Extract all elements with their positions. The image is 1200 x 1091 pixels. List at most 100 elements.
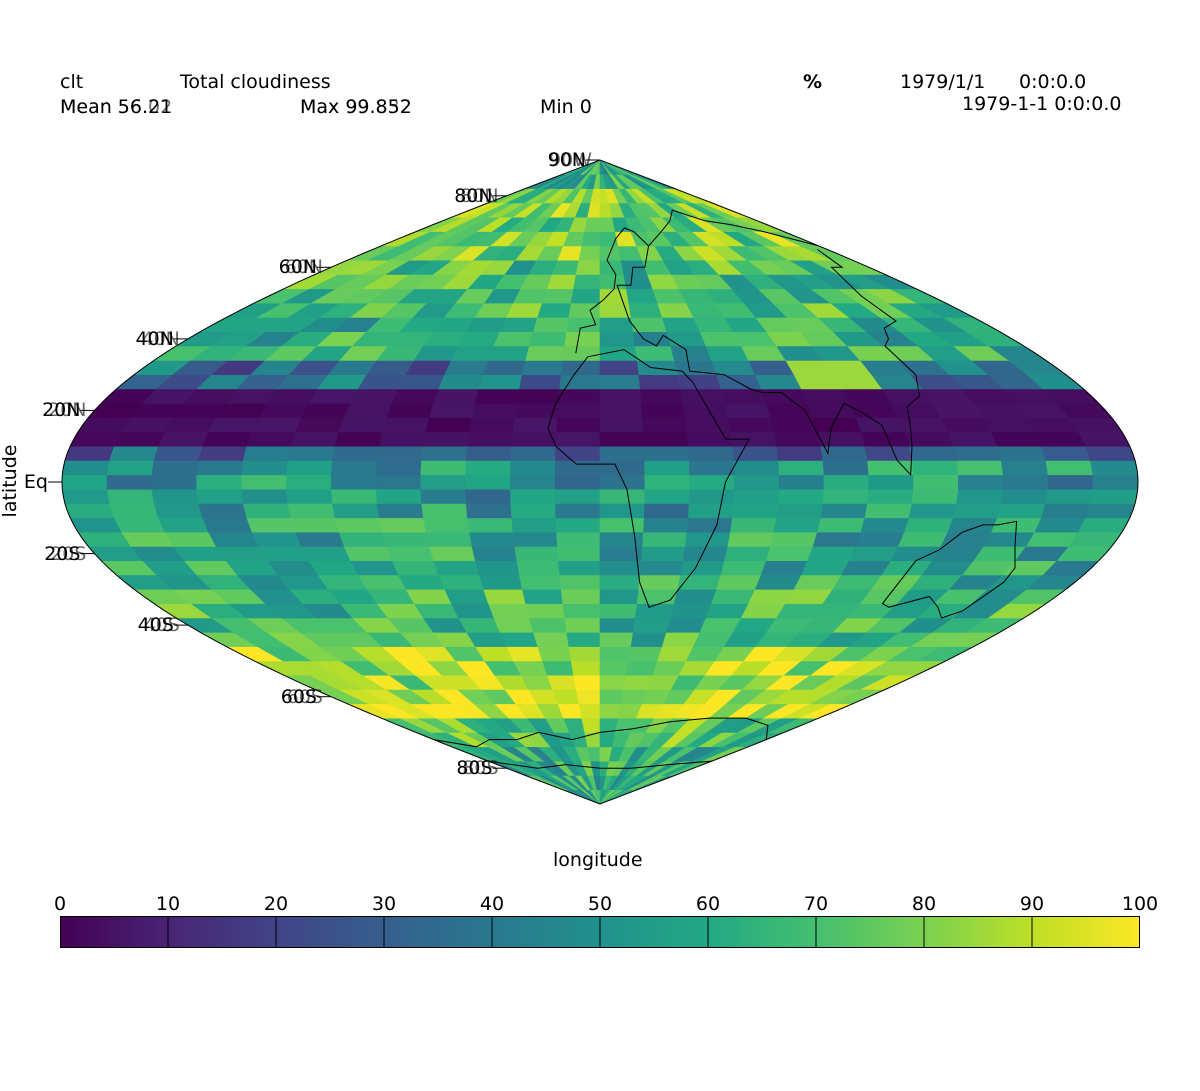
cloud-cell [295, 417, 345, 433]
cloud-cell [246, 517, 296, 533]
cloud-cell [599, 445, 645, 461]
cloud-cell [378, 517, 427, 533]
cloud-cell [286, 474, 332, 490]
cloud-cell [908, 503, 958, 519]
cloud-cell [641, 402, 686, 418]
cloud-cell [519, 574, 562, 590]
cloud-cell [680, 388, 726, 404]
cloud-cell [952, 445, 1002, 461]
cloud-cell [158, 517, 209, 533]
cloud-cell [555, 503, 601, 519]
cloud-cell [251, 531, 302, 547]
cloud-cell [997, 445, 1047, 461]
cloud-cell [196, 488, 244, 504]
cloud-cell [724, 546, 772, 562]
cloud-cell [556, 417, 601, 433]
cloud-cell [554, 488, 601, 504]
cloud-cell [465, 503, 513, 519]
cloud-cell [632, 617, 672, 633]
cloud-cell [478, 374, 523, 390]
cloud-cell [599, 517, 645, 533]
cloud-cell [251, 417, 302, 433]
cloud-cell [499, 317, 539, 333]
cloud-cell [666, 617, 707, 633]
cloud-cell [290, 517, 340, 533]
cloud-cell [555, 517, 601, 533]
cloud-cell [1068, 417, 1123, 433]
cloud-cell [386, 402, 435, 418]
cloud-cell [670, 603, 712, 619]
cloud-cell [516, 388, 561, 404]
cloud-cell [599, 588, 640, 604]
cloud-cell [158, 431, 209, 447]
cloud-cell [338, 531, 388, 547]
cloud-cell [246, 431, 296, 447]
cloud-cell [241, 488, 289, 504]
colorbar-tick-label: 100 [1121, 893, 1159, 915]
cloud-cell [1090, 460, 1138, 476]
cloud-cell [727, 531, 775, 547]
cloud-cell [686, 517, 733, 533]
cloud-cell [638, 374, 681, 390]
latitude-label: 60N [278, 256, 317, 279]
cloud-cell [684, 417, 731, 433]
cloud-cell [940, 417, 993, 433]
units-label: % [803, 71, 823, 93]
cloud-cell [438, 574, 484, 590]
cloud-cell [554, 474, 601, 490]
cloud-cell [525, 345, 566, 361]
mean-label-overlay: Mean 56.02 [60, 96, 173, 118]
cloud-cell [528, 331, 568, 347]
cloud-cell [537, 646, 572, 662]
cloud-cell [558, 560, 601, 576]
cloud-cell [754, 374, 802, 390]
cloud-cell [628, 646, 663, 662]
cloud-cell [687, 503, 735, 519]
cloud-cell [823, 474, 870, 490]
cloud-cell [727, 417, 775, 433]
cloud-cell [1078, 431, 1131, 447]
cloud-cell [820, 503, 868, 519]
variable-long-name: Total cloudiness [180, 71, 331, 93]
cloud-cell [778, 460, 825, 476]
cloud-cell [673, 588, 717, 604]
cloud-cell [62, 460, 110, 476]
coastline [433, 717, 769, 748]
cloud-cell [106, 460, 155, 476]
cloud-cell [465, 488, 512, 504]
colorbar-tick-label: 50 [587, 893, 613, 915]
cloud-cell [687, 445, 735, 461]
cloud-cell [241, 474, 287, 490]
cloud-cell [730, 517, 777, 533]
cloud-cell [644, 460, 690, 476]
cloud-cell [488, 345, 530, 361]
cloud-cell [599, 646, 632, 662]
cloud-cell [599, 603, 638, 619]
cloud-cell [570, 660, 601, 676]
cloud-cell [109, 503, 159, 519]
cloud-cell [599, 574, 641, 590]
cloud-cell [908, 445, 958, 461]
cloud-cell [599, 317, 634, 333]
cloud-cell [564, 617, 601, 633]
cloud-cell [599, 474, 646, 490]
cloud-cell [483, 360, 527, 376]
cloud-cell [643, 517, 689, 533]
cloud-cell [433, 560, 480, 576]
cloud-cell [62, 474, 108, 490]
cloud-cell [578, 245, 601, 261]
cloud-cell [465, 474, 511, 490]
cloud-cell [956, 460, 1004, 476]
cloud-cell [812, 417, 862, 433]
cloud-cell [519, 374, 562, 390]
cloud-cell [398, 374, 446, 390]
cloud-cell [864, 445, 913, 461]
cloud-cell [106, 474, 153, 490]
cloud-cell [688, 460, 735, 476]
cloud-cell [391, 560, 440, 576]
cloud-cell [433, 388, 480, 404]
cloud-cell [510, 445, 557, 461]
y-axis-label: latitude [0, 444, 21, 518]
cloud-cell [628, 302, 663, 318]
cloud-cell [290, 431, 340, 447]
